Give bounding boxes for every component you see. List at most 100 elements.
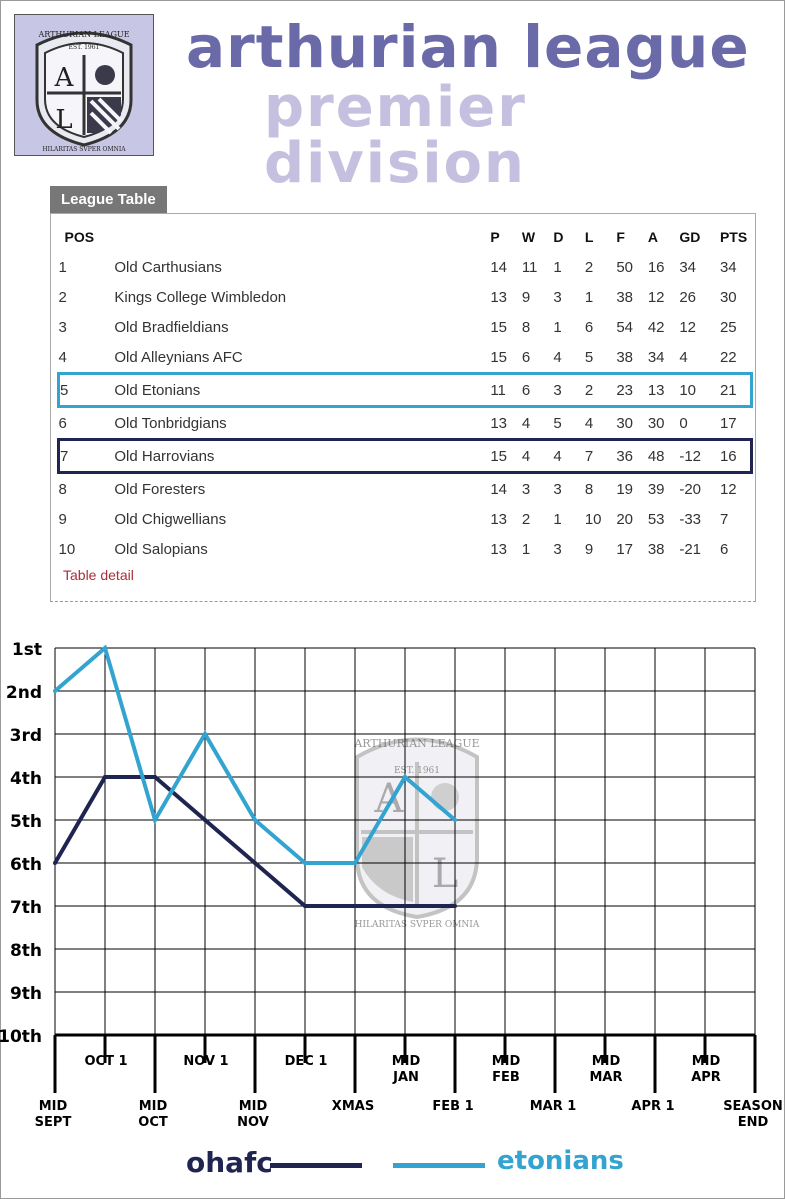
cell-drawn: 5 <box>553 414 562 432</box>
cell-team[interactable]: Old Chigwellians <box>114 510 227 528</box>
header-lost[interactable]: L <box>584 229 594 245</box>
x-tick-label: MID MAR <box>589 1054 622 1085</box>
cell-drawn: 3 <box>553 288 562 306</box>
x-tick-label: APR 1 <box>631 1099 674 1114</box>
cell-drawn: 3 <box>553 540 562 558</box>
cell-played: 13 <box>490 540 508 558</box>
cell-for: 38 <box>616 288 634 306</box>
watermark-text-top: ARTHURIAN LEAGUE <box>353 737 479 750</box>
cell-lost: 6 <box>584 318 594 336</box>
cell-goal-diff: 12 <box>679 318 697 336</box>
cell-pos: 1 <box>58 258 67 276</box>
cell-drawn: 1 <box>553 318 562 336</box>
cell-points: 25 <box>719 318 737 336</box>
cell-pos: 8 <box>58 480 67 498</box>
header-goal-diff[interactable]: GD <box>679 229 701 245</box>
header-drawn[interactable]: D <box>553 229 564 245</box>
table-row: 9 Old Chigwellians 13 2 1 10 20 53 -33 7 <box>59 504 752 534</box>
cell-pos: 7 <box>57 438 115 474</box>
cell-team[interactable]: Old Carthusians <box>114 258 222 276</box>
cell-points: 34 <box>719 258 737 276</box>
y-tick-label: 10th <box>0 1027 42 1047</box>
x-tick-label: MID JAN <box>392 1054 421 1085</box>
table-row: 6 Old Tonbridgians 13 4 5 4 30 30 0 17 <box>59 407 752 440</box>
header-pos[interactable]: POS <box>64 229 95 245</box>
cell-team[interactable]: Old Foresters <box>114 480 206 498</box>
data-point-ohafc <box>203 818 207 822</box>
cell-for: 38 <box>616 348 634 366</box>
cell-goal-diff: 34 <box>679 258 697 276</box>
cell-for: 19 <box>616 480 634 498</box>
cell-against: 53 <box>647 510 665 528</box>
cell-drawn: 1 <box>553 258 562 276</box>
data-point-etonians <box>103 646 107 650</box>
tab-league-table[interactable]: League Table <box>50 186 167 213</box>
cell-played: 14 <box>490 480 508 498</box>
page-title: arthurian league <box>186 13 750 81</box>
watermark-crest-icon <box>355 737 479 920</box>
header-points[interactable]: PTS <box>719 229 748 245</box>
cell-played: 11 <box>490 372 522 408</box>
y-tick-label: 9th <box>10 984 42 1004</box>
cell-won: 4 <box>521 438 554 474</box>
watermark-letter-l: L <box>432 851 459 897</box>
cell-team[interactable]: Old Etonians <box>114 372 491 408</box>
header-won[interactable]: W <box>521 229 536 245</box>
cell-points: 7 <box>719 510 729 528</box>
data-point-ohafc <box>103 775 107 779</box>
cell-pos: 4 <box>58 348 67 366</box>
table-row: 4 Old Alleynians AFC 15 6 4 5 38 34 4 22 <box>59 342 752 374</box>
cell-goal-diff: -21 <box>679 540 702 558</box>
header-against[interactable]: A <box>647 229 658 245</box>
header-for[interactable]: F <box>616 229 625 245</box>
cell-goal-diff: 10 <box>679 372 720 408</box>
cell-lost: 1 <box>584 288 594 306</box>
cell-team[interactable]: Old Alleynians AFC <box>114 348 243 366</box>
table-row: 5 Old Etonians 11 6 3 2 23 13 10 21 <box>57 372 753 408</box>
cell-team[interactable]: Kings College Wimbledon <box>114 288 287 306</box>
cell-pos: 10 <box>58 540 76 558</box>
cell-for: 54 <box>616 318 634 336</box>
cell-against: 13 <box>647 372 680 408</box>
y-tick-label: 6th <box>10 855 42 875</box>
cell-against: 39 <box>647 480 665 498</box>
crest-icon: A L ARTHURIAN LEAGUE EST. 1961 HILARITAS… <box>15 15 153 155</box>
cell-team[interactable]: Old Tonbridgians <box>114 414 227 432</box>
legend-label-ohafc: ohafc <box>186 1146 273 1179</box>
table-detail-link[interactable]: Table detail <box>63 567 134 583</box>
data-point-ohafc <box>303 904 307 908</box>
table-row: 3 Old Bradfieldians 15 8 1 6 54 42 12 25 <box>59 312 752 342</box>
cell-team[interactable]: Old Bradfieldians <box>114 318 229 336</box>
x-tick-label: MID OCT <box>138 1099 168 1130</box>
cell-team[interactable]: Old Salopians <box>114 540 208 558</box>
x-tick-label: OCT 1 <box>84 1054 127 1069</box>
cell-points: 17 <box>719 414 737 432</box>
cell-points: 21 <box>719 372 753 408</box>
cell-drawn: 4 <box>553 438 585 474</box>
watermark-text-motto: HILARITAS SVPER OMNIA <box>355 920 480 930</box>
cell-points: 16 <box>719 438 753 474</box>
cell-points: 22 <box>719 348 737 366</box>
data-point-ohafc <box>403 904 407 908</box>
data-point-ohafc <box>353 904 357 908</box>
x-tick-label: MID APR <box>691 1054 721 1085</box>
data-point-ohafc <box>153 775 157 779</box>
x-tick-label: MAR 1 <box>530 1099 577 1114</box>
cell-drawn: 4 <box>553 348 562 366</box>
cell-pos: 2 <box>58 288 67 306</box>
cell-played: 15 <box>490 318 508 336</box>
x-tick-label: NOV 1 <box>183 1054 228 1069</box>
header-played[interactable]: P <box>490 229 500 245</box>
legend-label-etonians: etonians <box>497 1146 624 1176</box>
x-tick-label: MID SEPT <box>35 1099 72 1130</box>
cell-team[interactable]: Old Harrovians <box>114 438 491 474</box>
x-tick-label: MID FEB <box>492 1054 521 1085</box>
cell-goal-diff: 26 <box>679 288 697 306</box>
legend-swatch-etonians <box>393 1163 485 1168</box>
table-row: 1 Old Carthusians 14 11 1 2 50 16 34 34 <box>59 252 752 282</box>
cell-lost: 5 <box>584 348 594 366</box>
table-row: 10 Old Salopians 13 1 3 9 17 38 -21 6 <box>59 534 752 564</box>
cell-against: 38 <box>647 540 665 558</box>
cell-drawn: 3 <box>553 372 585 408</box>
